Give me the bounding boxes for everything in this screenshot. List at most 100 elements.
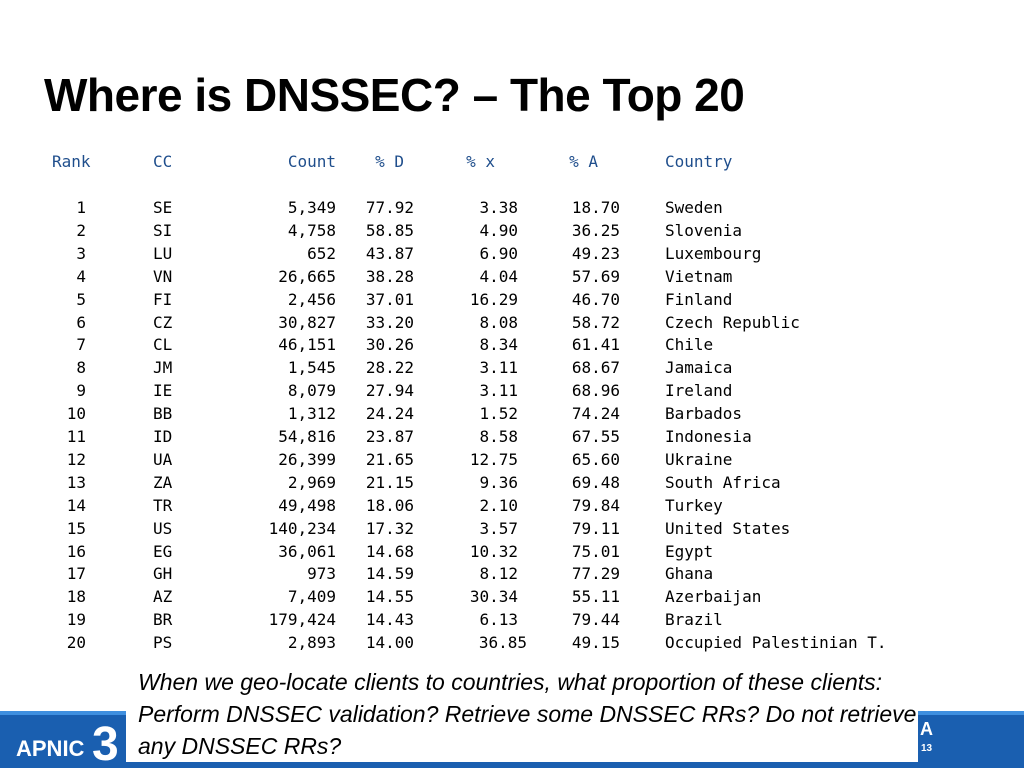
cell-count: 36,061 xyxy=(278,542,336,561)
cell-rank: 9 xyxy=(76,381,86,400)
cell-pct-a: 49.15 xyxy=(571,633,620,652)
cell-country: United States xyxy=(665,519,791,538)
cell-country: Vietnam xyxy=(665,267,733,286)
cell-count: 2,969 xyxy=(287,473,336,492)
cell-pct-d: 33.20 xyxy=(365,313,414,332)
cell-pct-a: 46.70 xyxy=(571,290,620,309)
cell-rank: 3 xyxy=(76,244,86,263)
cell-pct-a: 57.69 xyxy=(571,267,620,286)
slide-title: Where is DNSSEC? – The Top 20 xyxy=(44,69,745,121)
apnic-logo-sub: CONFERENCE xyxy=(94,769,156,778)
cell-cc: IE xyxy=(153,381,173,400)
cell-cc: CZ xyxy=(153,313,173,332)
cell-count: 46,151 xyxy=(278,335,336,354)
cell-cc: CL xyxy=(153,335,173,354)
caption-note: When we geo-locate clients to countries,… xyxy=(126,662,918,762)
cell-pct-x: 1.52 xyxy=(479,404,518,423)
cell-pct-d: 38.28 xyxy=(365,267,414,286)
cell-count: 4,758 xyxy=(287,221,336,240)
column-header-cc: CC xyxy=(153,152,173,171)
cell-pct-a: 49.23 xyxy=(571,244,620,263)
apnic-logo-number: 3 xyxy=(92,718,119,771)
cell-rank: 4 xyxy=(76,267,86,286)
cell-pct-d: 14.59 xyxy=(365,564,414,583)
cell-pct-d: 14.55 xyxy=(365,587,414,606)
cell-rank: 12 xyxy=(66,450,86,469)
cell-pct-a: 36.25 xyxy=(571,221,620,240)
apnic-logo-text: APNIC xyxy=(16,736,85,761)
cell-count: 652 xyxy=(307,244,336,263)
column-header-pct-a: % A xyxy=(569,152,598,171)
cell-rank: 15 xyxy=(66,519,86,538)
cell-rank: 7 xyxy=(76,335,86,354)
cell-pct-a: 65.60 xyxy=(571,450,620,469)
cell-cc: US xyxy=(153,519,173,538)
cell-country: Chile xyxy=(665,335,714,354)
cell-pct-x: 3.11 xyxy=(479,381,518,400)
cell-pct-d: 58.85 xyxy=(365,221,414,240)
cell-cc: SE xyxy=(153,198,173,217)
cell-pct-x: 4.04 xyxy=(479,267,518,286)
cell-pct-x: 2.10 xyxy=(479,496,518,515)
cell-count: 30,827 xyxy=(278,313,336,332)
cell-pct-d: 14.68 xyxy=(365,542,414,561)
cell-country: Finland xyxy=(665,290,733,309)
cell-pct-d: 77.92 xyxy=(365,198,414,217)
cell-cc: SI xyxy=(153,221,173,240)
cell-pct-a: 68.67 xyxy=(571,358,620,377)
cell-country: Brazil xyxy=(665,610,723,629)
cell-pct-d: 14.00 xyxy=(365,633,414,652)
cell-country: Ghana xyxy=(665,564,714,583)
cell-pct-x: 4.90 xyxy=(479,221,518,240)
cell-country: Slovenia xyxy=(665,221,743,240)
cell-country: Ireland xyxy=(665,381,733,400)
cell-pct-d: 18.06 xyxy=(365,496,414,515)
cell-pct-x: 8.12 xyxy=(479,564,518,583)
cell-pct-d: 37.01 xyxy=(365,290,414,309)
cell-pct-x: 8.58 xyxy=(479,427,518,446)
cell-cc: LU xyxy=(153,244,173,263)
column-header-rank: Rank xyxy=(52,152,91,171)
cell-rank: 1 xyxy=(76,198,86,217)
cell-count: 7,409 xyxy=(287,587,336,606)
cell-pct-x: 8.08 xyxy=(479,313,518,332)
cell-count: 26,399 xyxy=(278,450,336,469)
cell-count: 26,665 xyxy=(278,267,336,286)
cell-count: 140,234 xyxy=(268,519,336,538)
cell-pct-a: 67.55 xyxy=(571,427,620,446)
cell-rank: 20 xyxy=(66,633,86,652)
cell-pct-x: 6.13 xyxy=(479,610,518,629)
cell-rank: 5 xyxy=(76,290,86,309)
cell-pct-x: 9.36 xyxy=(479,473,518,492)
cell-cc: EG xyxy=(153,542,173,561)
cell-rank: 6 xyxy=(76,313,86,332)
cell-pct-x: 3.11 xyxy=(479,358,518,377)
cell-cc: VN xyxy=(153,267,173,286)
cell-count: 2,893 xyxy=(287,633,336,652)
cell-count: 973 xyxy=(307,564,336,583)
cell-count: 49,498 xyxy=(278,496,336,515)
cell-cc: FI xyxy=(153,290,173,309)
cell-cc: PS xyxy=(153,633,173,652)
cell-count: 54,816 xyxy=(278,427,336,446)
cell-country: Czech Republic xyxy=(665,313,800,332)
cell-pct-x: 12.75 xyxy=(469,450,518,469)
cell-pct-a: 58.72 xyxy=(571,313,620,332)
cell-pct-a: 68.96 xyxy=(571,381,620,400)
cell-pct-d: 23.87 xyxy=(365,427,414,446)
cell-pct-x: 16.29 xyxy=(469,290,518,309)
column-header-count: Count xyxy=(287,152,336,171)
cell-pct-a: 79.44 xyxy=(571,610,620,629)
cell-rank: 13 xyxy=(66,473,86,492)
cell-pct-d: 24.24 xyxy=(365,404,414,423)
cell-pct-x: 3.57 xyxy=(479,519,518,538)
cell-pct-a: 79.11 xyxy=(571,519,620,538)
cell-pct-x: 10.32 xyxy=(469,542,518,561)
column-header-pct-x: % x xyxy=(466,152,495,171)
cell-pct-a: 55.11 xyxy=(571,587,620,606)
cell-cc: AZ xyxy=(153,587,173,606)
footer-right-mark-sub: 13 xyxy=(921,743,933,754)
cell-pct-a: 18.70 xyxy=(571,198,620,217)
cell-count: 8,079 xyxy=(287,381,336,400)
cell-country: Turkey xyxy=(665,496,723,515)
